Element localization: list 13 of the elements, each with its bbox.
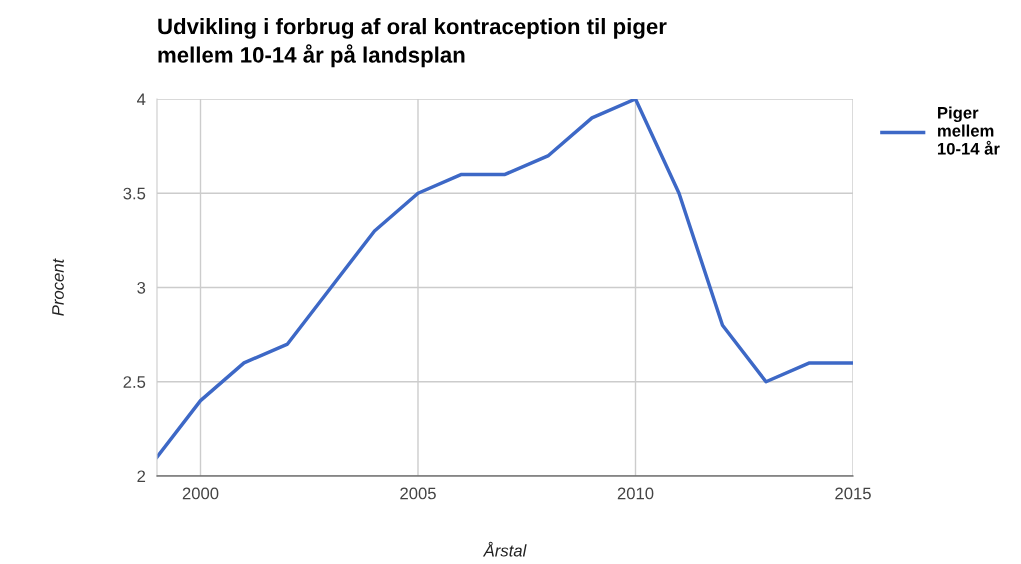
legend-label: Piger mellem 10-14 år bbox=[937, 106, 1000, 155]
x-tick-label: 2010 bbox=[617, 487, 654, 500]
chart-title: Udvikling i forbrug af oral kontraception til piger mellem 10-14 år på landsplan bbox=[158, 18, 667, 68]
x-tick-label: 2005 bbox=[400, 487, 436, 500]
y-tick-label: 3.5 bbox=[123, 187, 146, 200]
x-tick-label: 2015 bbox=[835, 487, 871, 500]
y-axis-title: Procent bbox=[52, 258, 64, 316]
y-tick-label: 4 bbox=[137, 93, 146, 106]
x-axis-title: Årstal bbox=[482, 541, 527, 557]
y-tick-label: 3 bbox=[137, 281, 146, 294]
y-tick-label: 2.5 bbox=[123, 376, 146, 388]
y-tick-label: 2 bbox=[137, 470, 146, 483]
x-tick-label: 2000 bbox=[182, 487, 219, 500]
